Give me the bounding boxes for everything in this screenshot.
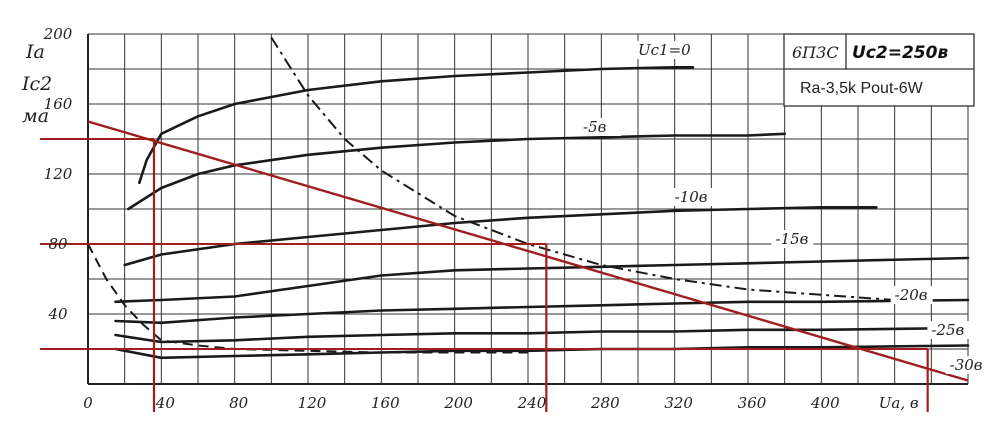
curve-label-bg [634, 41, 676, 59]
auxiliary-curves [87, 36, 895, 354]
curve-label: -30в [950, 356, 983, 374]
y-axis-label-ia: Ia [25, 41, 45, 63]
y-axis-label-ic2: Ic2 [21, 73, 52, 95]
y-tick-label: 80 [48, 235, 68, 253]
title-box-frame [783, 33, 975, 107]
y-tick-label: 120 [44, 165, 73, 183]
x-tick-label: 360 [738, 394, 767, 412]
x-tick-label: 80 [229, 394, 249, 412]
x-tick-label: 120 [298, 394, 327, 412]
load-line-overlay [40, 120, 969, 412]
grid [87, 33, 969, 385]
labels: 0 40 80 120 160 200 240 280 320 360 400 Ua, в 40 80 12… [43, 25, 988, 412]
plate-curve [138, 66, 695, 185]
x-tick-label: 200 [443, 394, 473, 412]
curve-label: -10в [675, 188, 708, 206]
plate-curve [127, 132, 786, 211]
curve-label-bg [927, 321, 970, 339]
screen-voltage-label: Uc2=250в [852, 43, 948, 63]
x-tick-label: 320 [664, 394, 693, 412]
x-tick-label: 400 [810, 394, 840, 412]
x-tick-label: 40 [155, 394, 176, 412]
x-tick-label: 240 [517, 394, 547, 412]
y-axis-label-unit: ма [22, 105, 49, 127]
y-tick-label: 160 [44, 95, 73, 113]
load-note: Ra-3,5k Pout-6W [800, 80, 924, 97]
plate-curves [114, 66, 970, 360]
plate-curve [114, 344, 970, 360]
plate-curve [123, 206, 878, 267]
plate-curve [114, 326, 970, 344]
plate-curve [114, 256, 970, 304]
x-tick-label: 280 [590, 394, 620, 412]
tube-type: 6П3С [792, 43, 839, 62]
curve-label: -15в [776, 230, 809, 248]
plate-curve [114, 298, 970, 325]
curve-label: Uc1=0 [638, 41, 691, 59]
title-box: 6П3С Uc2=250в Ra-3,5k Pout-6W [783, 33, 975, 107]
x-tick-label: 0 [83, 394, 93, 412]
curve-label-bg [579, 118, 621, 136]
curve-label: -5в [583, 118, 607, 136]
curve-label: -20в [895, 286, 928, 304]
curve-label-bg [670, 188, 713, 206]
x-tick-label: Ua, в [879, 394, 919, 412]
max-dissipation-curve [270, 36, 895, 301]
curve-label: -25в [931, 321, 964, 339]
curve-label-bg [890, 286, 933, 304]
x-tick-label: 160 [371, 394, 400, 412]
y-tick-label: 200 [43, 25, 73, 43]
y-tick-label: 40 [47, 305, 68, 323]
curve-label-bg [771, 230, 814, 248]
curve-label-bg [945, 356, 988, 374]
load-line [87, 120, 969, 382]
